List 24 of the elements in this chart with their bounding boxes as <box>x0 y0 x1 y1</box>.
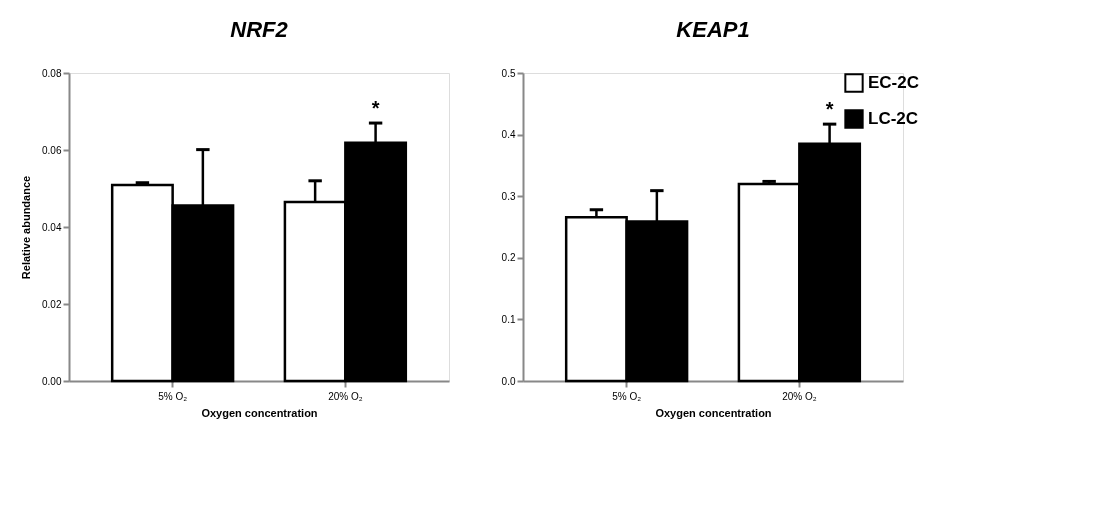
x-axis-title: Oxygen concentration <box>201 406 318 419</box>
chart-title: KEAP1 <box>676 17 750 42</box>
y-tick-label: 0.02 <box>42 298 62 310</box>
annotation: * <box>371 97 380 120</box>
y-tick-label: 0.5 <box>501 67 516 79</box>
y-tick-label: 0.08 <box>42 67 62 79</box>
y-tick-label: 0.04 <box>42 221 62 233</box>
x-tick-label: 20% O₂ <box>328 390 363 402</box>
x-tick-label: 20% O₂ <box>782 390 817 402</box>
y-tick-label: 0.00 <box>42 375 62 387</box>
y-axis-title: Relative abundance <box>20 175 33 280</box>
x-tick-label: 5% O₂ <box>612 390 642 402</box>
y-tick-label: 0.4 <box>501 129 516 141</box>
legend-label: EC-2C <box>868 73 920 92</box>
annotation: * <box>825 98 834 121</box>
x-tick-label: 5% O₂ <box>158 390 188 402</box>
x-axis-title: Oxygen concentration <box>655 406 772 419</box>
y-tick-label: 0.3 <box>501 190 516 202</box>
y-tick-label: 0.0 <box>501 375 516 387</box>
chart-title: NRF2 <box>230 17 289 42</box>
y-tick-label: 0.1 <box>501 313 516 325</box>
y-tick-label: 0.2 <box>501 252 516 264</box>
y-tick-label: 0.06 <box>42 144 62 156</box>
legend-label: LC-2C <box>868 109 919 128</box>
